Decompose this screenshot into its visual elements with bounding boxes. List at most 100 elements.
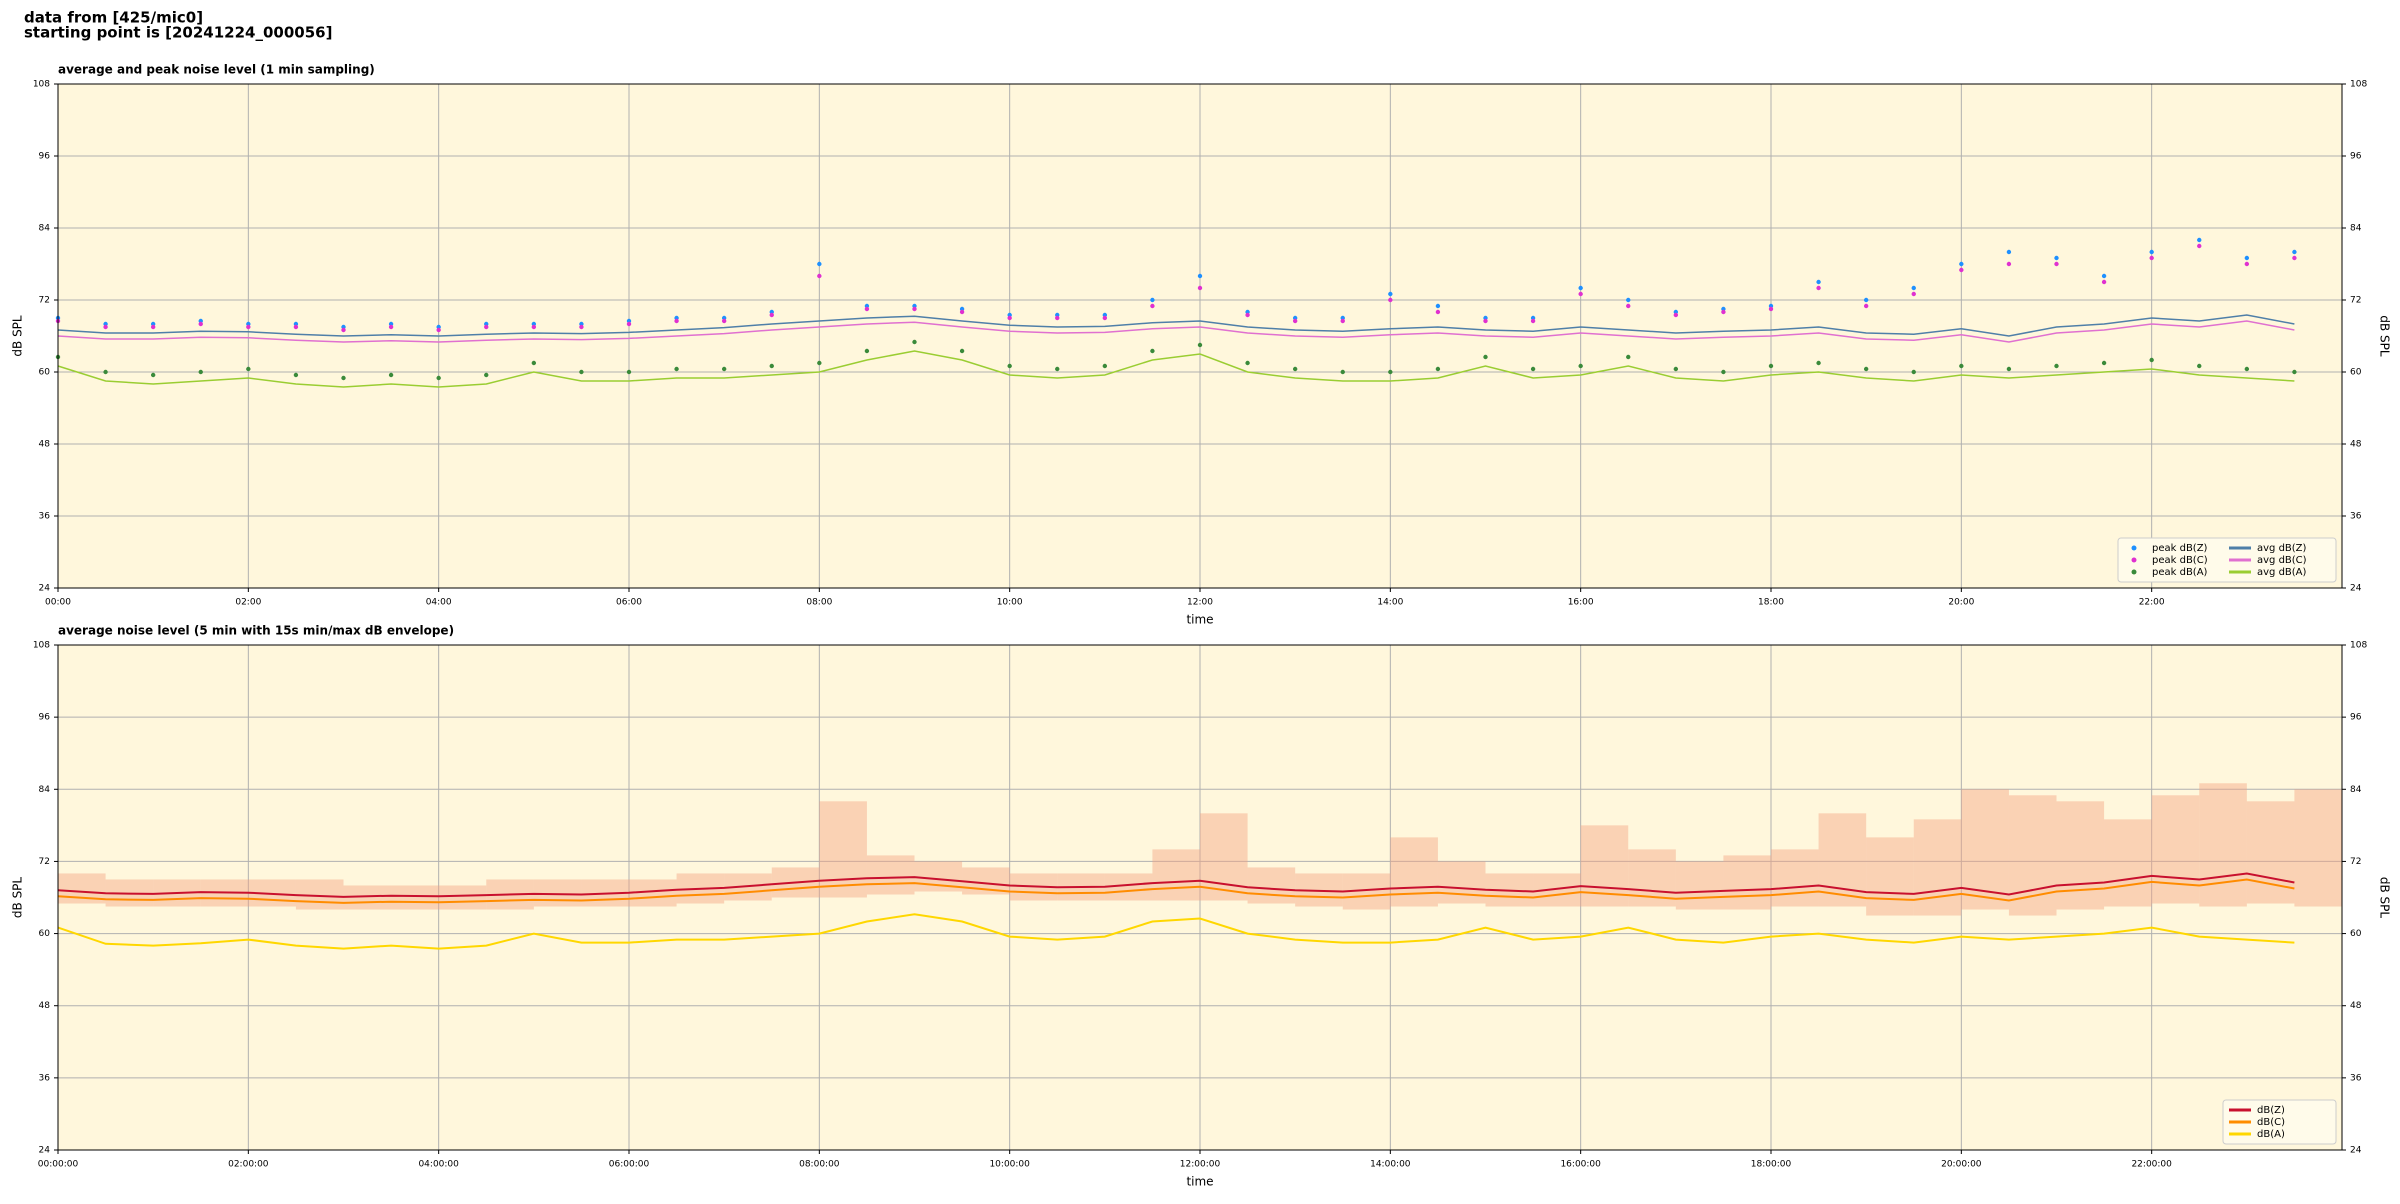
- peak-marker: [436, 375, 441, 381]
- legend-swatch: [2131, 545, 2137, 551]
- peak-marker: [912, 306, 917, 312]
- x-tick-label: 02:00:00: [228, 1160, 269, 1170]
- y-tick-label: 24: [2350, 1146, 2362, 1156]
- envelope-band: [2008, 795, 2057, 916]
- peak-marker: [2054, 261, 2059, 267]
- peak-marker: [341, 327, 346, 333]
- envelope-band: [2246, 801, 2295, 904]
- peak-marker: [341, 375, 346, 381]
- x-tick-label: 22:00:00: [2131, 1160, 2172, 1170]
- peak-marker: [626, 321, 632, 327]
- peak-marker: [1388, 297, 1393, 303]
- peak-marker: [2244, 255, 2250, 261]
- peak-marker: [1863, 297, 1869, 303]
- peak-marker: [769, 363, 774, 369]
- peak-marker: [1863, 303, 1869, 309]
- series-line: [57, 350, 2295, 388]
- y-axis-label: dB SPL: [11, 877, 25, 919]
- peak-marker: [1530, 366, 1536, 372]
- peak-marker: [1388, 291, 1393, 297]
- peak-marker: [1388, 369, 1393, 375]
- peak-marker: [2292, 255, 2297, 261]
- chart-title: average and peak noise level (1 min samp…: [58, 63, 375, 77]
- envelope-band: [391, 885, 439, 910]
- peak-marker: [1959, 261, 1964, 267]
- x-tick-label: 02:00: [235, 598, 261, 608]
- legend-label: avg dB(Z): [2257, 543, 2307, 554]
- peak-marker: [246, 324, 251, 330]
- peak-marker: [2006, 249, 2012, 255]
- peak-marker: [1483, 354, 1488, 360]
- y-tick-label: 60: [39, 368, 51, 378]
- peak-marker: [1673, 366, 1679, 372]
- peak-marker: [293, 324, 299, 330]
- peak-marker: [388, 324, 394, 330]
- legend-box: [2117, 537, 2337, 583]
- x-tick-label: 12:00:00: [1180, 1160, 1221, 1170]
- envelope-band: [1437, 861, 1486, 904]
- x-axis-label: time: [1186, 613, 1213, 627]
- peak-marker: [1578, 363, 1583, 369]
- peak-marker: [674, 366, 679, 372]
- peak-marker: [2244, 261, 2250, 267]
- y-tick-label: 108: [33, 641, 50, 651]
- plot-frame: [57, 644, 2343, 1151]
- peak-marker: [1007, 315, 1012, 321]
- x-tick-label: 04:00:00: [418, 1160, 459, 1170]
- peak-marker: [1673, 312, 1679, 318]
- legend-box: [2222, 1099, 2337, 1145]
- peak-marker: [1911, 369, 1916, 375]
- peak-marker: [1816, 360, 1821, 366]
- header-line: starting point is [20241224_000056]: [24, 24, 332, 42]
- peak-marker: [150, 372, 156, 378]
- envelope-band: [1771, 849, 1819, 907]
- header-line: data from [425/mic0]: [24, 9, 203, 27]
- x-tick-label: 20:00:00: [1941, 1160, 1982, 1170]
- y-tick-label: 24: [2350, 584, 2362, 594]
- peak-marker: [2101, 360, 2107, 366]
- envelope-band: [438, 885, 487, 910]
- peak-marker: [1007, 363, 1012, 369]
- y-axis-label: dB SPL: [2378, 315, 2392, 357]
- y-tick-label: 84: [39, 224, 51, 234]
- peak-marker: [436, 327, 441, 333]
- chart-title: average noise level (5 min with 15s min/…: [58, 624, 454, 638]
- peak-marker: [1102, 315, 1108, 321]
- peak-marker: [626, 369, 632, 375]
- x-tick-label: 08:00:00: [799, 1160, 840, 1170]
- y-tick-label: 36: [39, 1073, 51, 1083]
- peak-marker: [1911, 291, 1916, 297]
- peak-marker: [864, 348, 870, 354]
- y-tick-label: 72: [2350, 296, 2361, 306]
- peak-marker: [1626, 303, 1631, 309]
- y-tick-label: 96: [2350, 713, 2362, 723]
- x-axis-label: time: [1186, 1175, 1213, 1189]
- envelope-band: [1152, 849, 1200, 901]
- peak-marker: [2197, 237, 2202, 243]
- peak-marker: [1340, 369, 1345, 375]
- peak-marker: [1245, 360, 1250, 366]
- peak-marker: [674, 318, 679, 324]
- legend-label: dB(C): [2257, 1117, 2285, 1128]
- peak-marker: [1055, 366, 1060, 372]
- peak-marker: [1721, 309, 1726, 315]
- x-tick-label: 14:00:00: [1370, 1160, 1411, 1170]
- envelope-band: [533, 879, 582, 907]
- envelope-band: [2294, 789, 2342, 907]
- series-line: [57, 878, 2295, 904]
- peak-marker: [531, 324, 537, 330]
- peak-marker: [1150, 297, 1155, 303]
- peak-marker: [1483, 318, 1488, 324]
- chart-panel: average noise level (5 min with 15s min/…: [11, 624, 2392, 1189]
- legend-label: avg dB(C): [2257, 555, 2307, 566]
- legend-swatch: [2131, 569, 2137, 575]
- peak-marker: [150, 324, 156, 330]
- envelope-band: [1866, 837, 1914, 916]
- envelope-band: [1390, 837, 1438, 907]
- peak-marker: [484, 372, 489, 378]
- peak-marker: [2101, 273, 2107, 279]
- envelope-band: [1723, 855, 1771, 910]
- peak-marker: [1435, 366, 1441, 372]
- x-tick-label: 06:00:00: [609, 1160, 650, 1170]
